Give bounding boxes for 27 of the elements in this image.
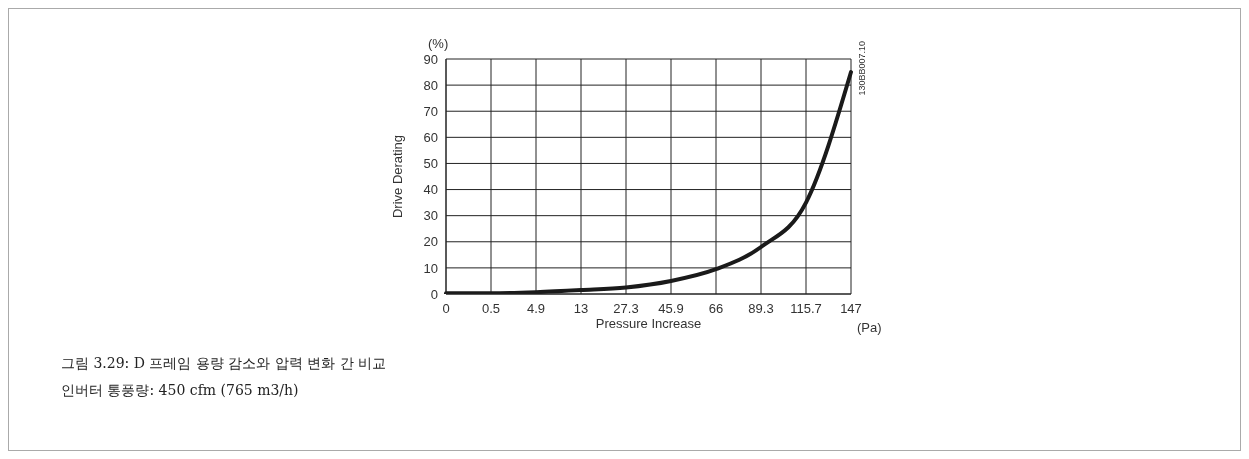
x-tick-label: 115.7 <box>790 301 822 317</box>
y-tick-label: 0 <box>430 286 438 302</box>
y-tick-label: 60 <box>423 129 438 145</box>
y-tick-label: 30 <box>423 208 438 224</box>
x-tick-label: 13 <box>573 301 589 317</box>
x-tick-label: 45.9 <box>658 301 684 317</box>
text: 인버터 통풍량: 450 cfm (765 m3/h) <box>61 382 299 400</box>
x-tick-label: 89.3 <box>748 301 774 317</box>
text: 130BB007.10 <box>857 41 867 96</box>
x-tick-label: 27.3 <box>613 301 639 317</box>
text: (Pa) <box>857 320 882 335</box>
x-tick-label: 4.9 <box>526 301 546 317</box>
x-tick-label: 0 <box>442 301 450 317</box>
y-tick-label: 20 <box>423 234 438 250</box>
x-axis-title: Pressure Increase <box>595 316 702 331</box>
y-tick-label: 50 <box>423 156 438 172</box>
y-tick-label: 70 <box>423 103 438 119</box>
x-tick-label: 66 <box>708 301 724 317</box>
x-tick-label: 147 <box>840 301 862 317</box>
text: (%) <box>428 36 449 51</box>
y-tick-label: 10 <box>423 260 438 276</box>
caption: 그림 3.29: D 프레임 용량 감소와 압력 변화 간 비교 <box>61 355 387 373</box>
y-tick-label: 40 <box>423 182 438 198</box>
y-tick-label: 80 <box>423 77 438 93</box>
y-axis-title: Drive Derating <box>389 134 405 219</box>
y-tick-label: 90 <box>423 51 438 67</box>
x-tick-label: 0.5 <box>481 301 501 317</box>
